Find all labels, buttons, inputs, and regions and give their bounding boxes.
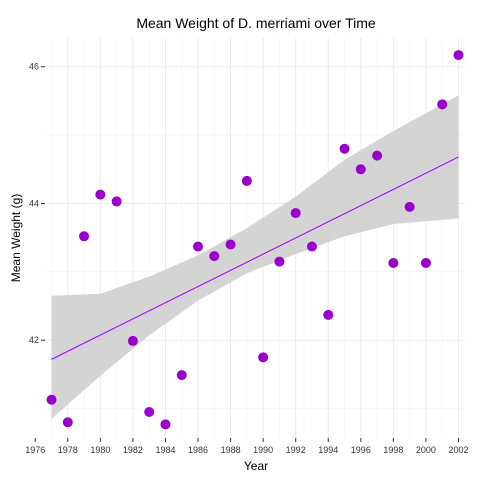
data-point — [144, 407, 155, 418]
data-point — [193, 241, 204, 252]
x-tick-label: 1984 — [155, 445, 175, 455]
data-point — [274, 256, 285, 267]
x-tick-label: 1998 — [383, 445, 403, 455]
data-point — [95, 189, 106, 200]
data-point — [225, 239, 236, 250]
x-tick-label: 1990 — [253, 445, 273, 455]
data-point — [176, 370, 187, 381]
data-point — [306, 241, 317, 252]
confidence-band-layer — [51, 95, 459, 419]
y-tick-label: 46 — [29, 62, 39, 72]
data-point — [62, 417, 73, 428]
x-tick-label: 1982 — [123, 445, 143, 455]
confidence-band — [51, 95, 459, 419]
x-tick-label: 1986 — [188, 445, 208, 455]
data-point — [339, 143, 350, 154]
chart-title: Mean Weight of D. merriami over Time — [136, 15, 376, 31]
y-tick-label: 42 — [29, 335, 39, 345]
y-tick-label: 44 — [29, 198, 39, 208]
x-tick-label: 1980 — [90, 445, 110, 455]
data-point — [453, 50, 464, 61]
data-point — [46, 394, 57, 405]
data-point — [388, 257, 399, 268]
points-layer — [46, 50, 464, 430]
data-point — [355, 164, 366, 175]
x-tick-label: 1992 — [286, 445, 306, 455]
data-point — [127, 335, 138, 346]
x-axis-label: Year — [244, 459, 268, 473]
data-point — [437, 99, 448, 110]
x-tick-label: 2002 — [448, 445, 468, 455]
y-axis-label: Mean Weight (g) — [9, 194, 23, 282]
trend-line-layer — [51, 156, 459, 360]
x-tick-label: 1978 — [58, 445, 78, 455]
data-point — [420, 257, 431, 268]
data-point — [258, 352, 269, 363]
x-tick-label: 1994 — [318, 445, 338, 455]
y-axis: 42 44 46 — [29, 62, 45, 345]
data-point — [209, 251, 220, 262]
data-point — [241, 175, 252, 186]
x-tick-label: 1988 — [221, 445, 241, 455]
x-axis: 1976 1978 1980 1982 1984 1986 1988 1990 1992 1994… — [25, 438, 469, 455]
data-point — [79, 231, 90, 242]
x-tick-label: 1996 — [351, 445, 371, 455]
data-point — [160, 419, 171, 430]
data-point — [404, 201, 415, 212]
data-point — [372, 150, 383, 161]
trend-line — [51, 156, 459, 360]
x-tick-label: 1976 — [25, 445, 45, 455]
data-point — [323, 309, 334, 320]
data-point — [290, 208, 301, 219]
data-point — [111, 196, 122, 207]
x-tick-label: 2000 — [416, 445, 436, 455]
